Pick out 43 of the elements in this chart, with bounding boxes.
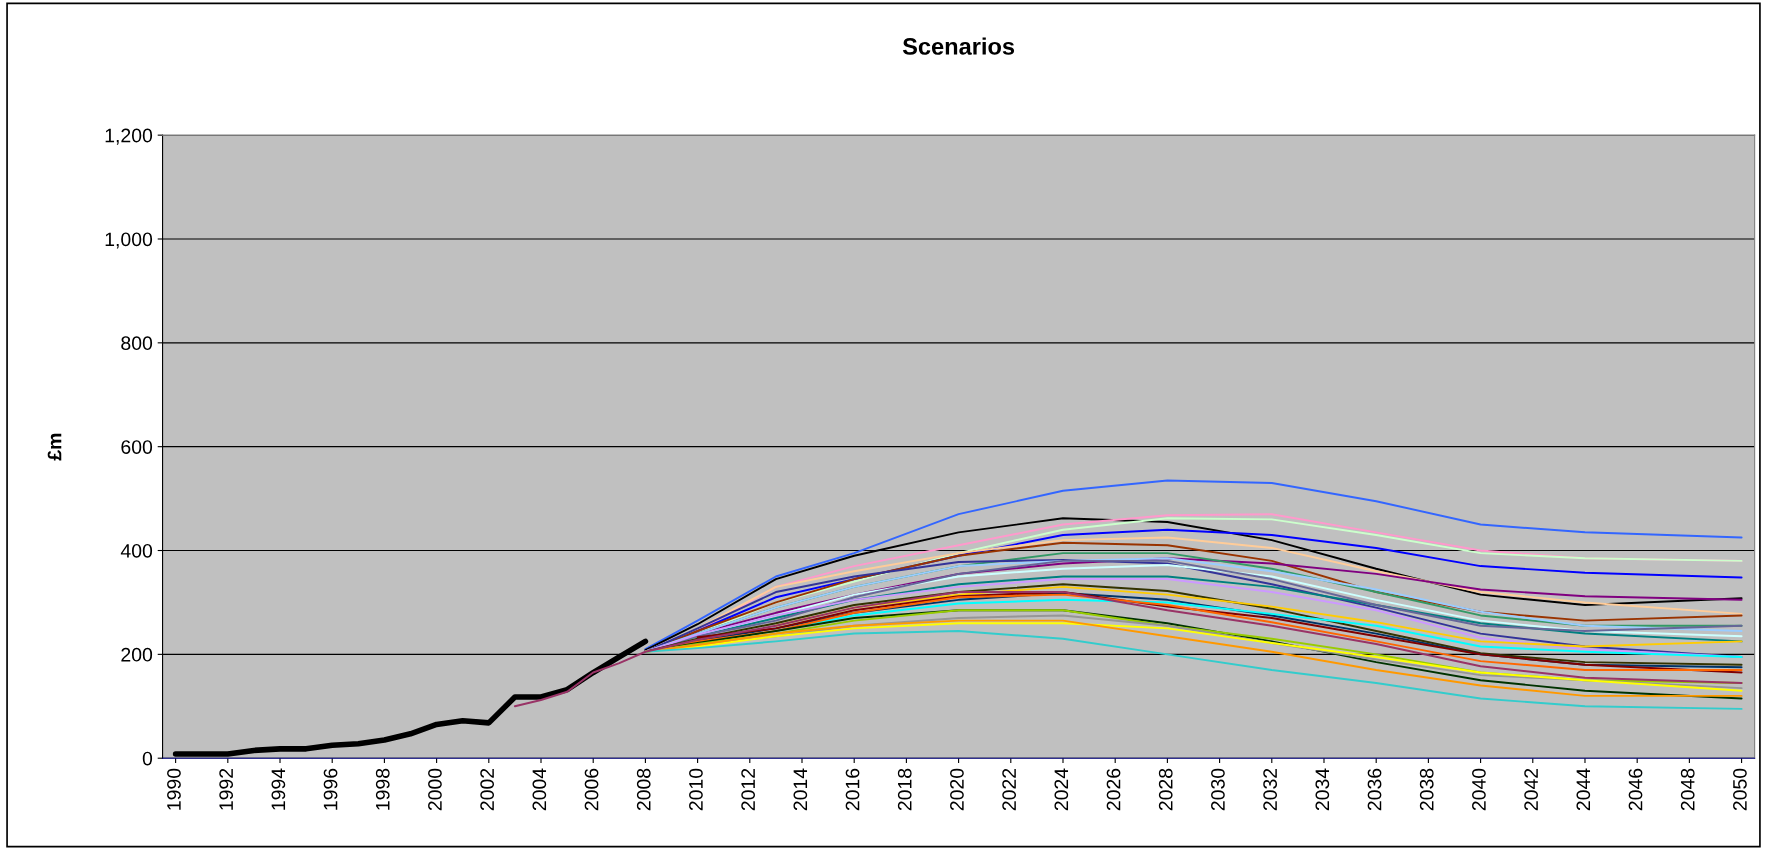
y-tick-label: 1,000	[105, 232, 153, 249]
x-tick-label: 1992	[219, 768, 234, 810]
x-tick-label: 2050	[1733, 768, 1747, 811]
x-tick-label: 2006	[584, 768, 599, 811]
x-tick-label: 2020	[950, 768, 964, 811]
x-tick-label: 1998	[375, 768, 390, 810]
x-tick-label: 2042	[1524, 768, 1539, 811]
x-tick-label: 2044	[1576, 768, 1591, 811]
x-tick-label: 2000	[428, 768, 442, 811]
x-tick-label: 1996	[323, 768, 338, 810]
x-tick-label: 2010	[689, 768, 703, 811]
x-tick-label: 2028	[1158, 768, 1173, 811]
x-tick-label: 2002	[480, 768, 495, 811]
x-tick-label: 2040	[1472, 768, 1486, 811]
x-tick-label: 2024	[1054, 768, 1069, 811]
x-tick-label: 1994	[271, 768, 286, 810]
x-tick-label: 2014	[793, 768, 808, 811]
y-tick-label: 1,200	[105, 128, 153, 145]
x-tick-label: 2046	[1628, 768, 1643, 811]
x-tick-label: 2048	[1680, 768, 1695, 811]
line-series	[644, 479, 1743, 651]
x-tick-label: 2036	[1367, 768, 1382, 811]
x-tick-label: 2012	[741, 768, 756, 811]
y-tick-label: 800	[121, 336, 153, 351]
x-tick-label: 2008	[636, 768, 651, 811]
y-tick-label: 600	[121, 440, 153, 454]
x-tick-label: 2034	[1315, 768, 1330, 811]
y-tick-label: 200	[121, 647, 153, 662]
x-tick-label: 2016	[845, 768, 860, 811]
y-axis-title: £m	[47, 433, 62, 461]
x-tick-label: 2032	[1263, 768, 1278, 811]
x-tick-label: 2030	[1211, 768, 1225, 811]
line-series	[513, 591, 1743, 708]
x-tick-label: 2004	[532, 768, 547, 811]
y-tick-label: 0	[142, 751, 153, 766]
y-tick-label: 400	[120, 543, 153, 558]
x-tick-label: 2018	[897, 768, 912, 811]
x-tick-label: 1990	[167, 768, 181, 810]
x-tick-label: 2038	[1419, 768, 1434, 811]
x-tick-label: 2022	[1002, 768, 1017, 811]
line-series	[644, 630, 1743, 710]
chart-title: Scenarios	[902, 37, 1015, 55]
x-tick-label: 2026	[1106, 768, 1121, 811]
